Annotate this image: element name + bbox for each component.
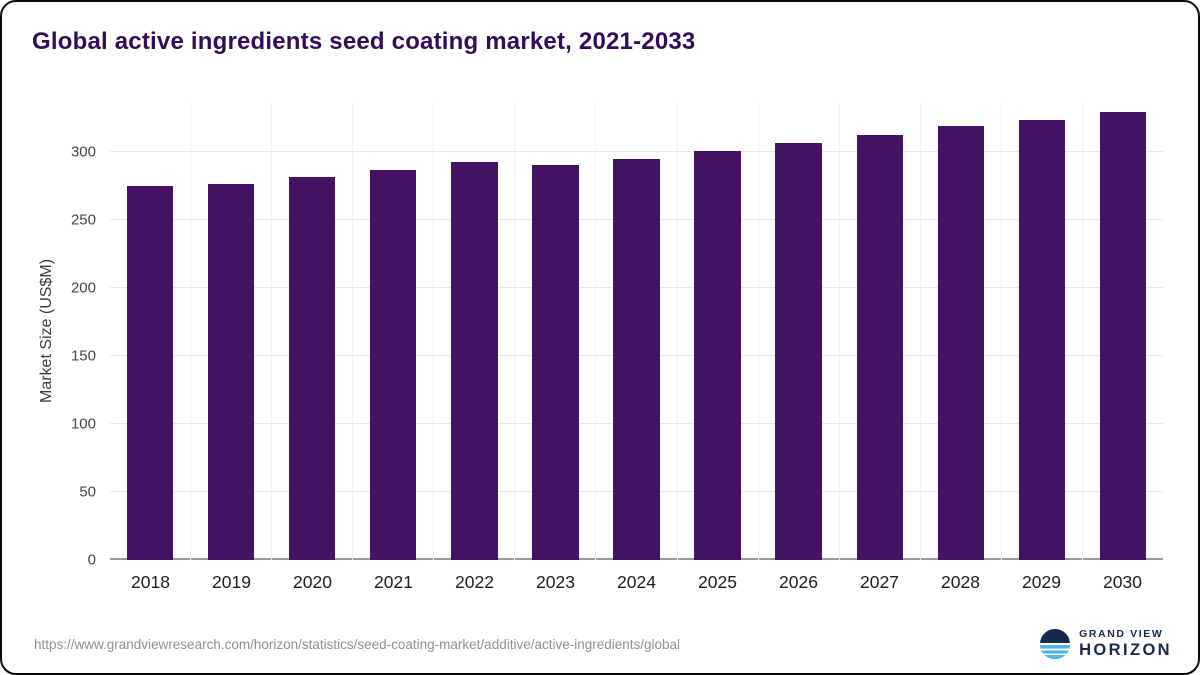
bar-2028 bbox=[937, 126, 985, 560]
bar-2021 bbox=[370, 169, 417, 560]
category-cell bbox=[921, 102, 1002, 560]
category-cell bbox=[759, 102, 840, 560]
y-tick-label: 250 bbox=[70, 211, 96, 229]
bar-2022 bbox=[451, 161, 498, 560]
category-cell bbox=[191, 102, 273, 560]
y-tick-label: 150 bbox=[70, 347, 96, 365]
category-cell bbox=[1083, 102, 1163, 560]
x-tick-label: 2018 bbox=[131, 572, 170, 592]
category-cell bbox=[272, 102, 354, 560]
bar-2029 bbox=[1018, 119, 1066, 560]
y-tick-label: 0 bbox=[87, 551, 96, 569]
gridline bbox=[110, 151, 1163, 153]
bar-2019 bbox=[207, 183, 255, 560]
bar-2020 bbox=[288, 176, 336, 560]
x-tick-label: 2025 bbox=[698, 572, 737, 592]
category-cell bbox=[110, 102, 192, 560]
y-axis-title: Market Size (US$M) bbox=[38, 258, 55, 404]
bar-chart: Market Size (US$M) 0 50 100 150 200 250 300 20… bbox=[38, 102, 1163, 592]
category-cell bbox=[678, 102, 759, 560]
x-tick-label: 2028 bbox=[941, 572, 980, 592]
y-tick-label: 200 bbox=[70, 279, 96, 297]
x-tick-label: 2024 bbox=[617, 572, 656, 592]
brand-logo: GRAND VIEW HORIZON bbox=[1040, 629, 1172, 659]
y-tick-label: 50 bbox=[79, 483, 96, 501]
category-cell bbox=[1002, 102, 1083, 560]
source-url: https://www.grandviewresearch.com/horizo… bbox=[34, 636, 681, 652]
bar-2023 bbox=[532, 164, 579, 560]
bar-2030 bbox=[1099, 111, 1147, 560]
bars-layer bbox=[110, 102, 1163, 560]
bar-2026 bbox=[775, 142, 822, 560]
x-tick-label: 2020 bbox=[293, 572, 332, 592]
category-cell bbox=[840, 102, 921, 560]
x-tick-label: 2019 bbox=[212, 572, 251, 592]
brand-name-bottom: HORIZON bbox=[1079, 640, 1172, 659]
horizon-logo-icon bbox=[1040, 629, 1071, 659]
x-tick-label: 2030 bbox=[1103, 572, 1142, 592]
category-cell bbox=[515, 102, 597, 560]
x-tick-label: 2023 bbox=[536, 572, 575, 592]
x-tick-label: 2021 bbox=[374, 572, 413, 592]
x-tick-label: 2027 bbox=[860, 572, 899, 592]
bar-2027 bbox=[856, 134, 903, 560]
footer: https://www.grandviewresearch.com/horizo… bbox=[34, 629, 1172, 659]
category-cell bbox=[353, 102, 435, 560]
plot-area: 0 50 100 150 200 250 300 bbox=[71, 102, 1163, 569]
x-tick-label: 2029 bbox=[1022, 572, 1061, 592]
y-tick-label: 100 bbox=[70, 415, 96, 433]
brand-name-top: GRAND VIEW bbox=[1079, 628, 1164, 641]
x-tick-label: 2022 bbox=[455, 572, 494, 592]
chart-title: Global active ingredients seed coating m… bbox=[32, 28, 696, 55]
x-axis-labels: 2018 2019 2020 2021 2022 2023 2024 2025 2026 2027… bbox=[110, 572, 1163, 593]
brand-logo-text: GRAND VIEW HORIZON bbox=[1079, 629, 1172, 659]
y-tick-label: 300 bbox=[70, 143, 96, 161]
category-cell bbox=[434, 102, 516, 560]
bar-2024 bbox=[613, 159, 660, 560]
bar-2018 bbox=[126, 186, 174, 560]
category-cell bbox=[596, 102, 678, 560]
x-tick-label: 2026 bbox=[779, 572, 818, 592]
bar-2025 bbox=[694, 150, 741, 560]
